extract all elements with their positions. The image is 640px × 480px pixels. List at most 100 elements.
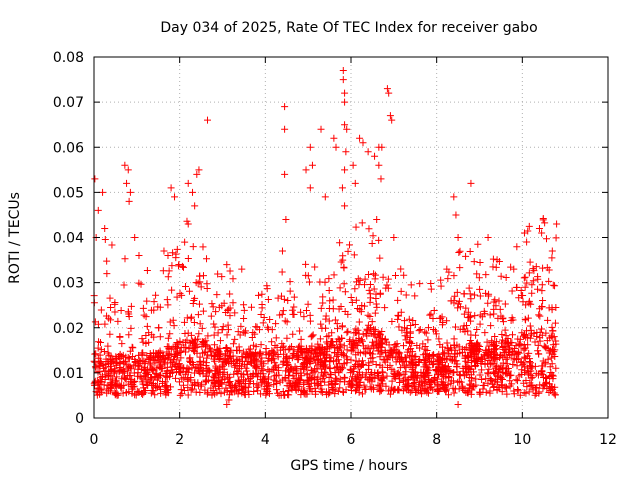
data-point xyxy=(330,357,338,365)
data-point xyxy=(499,353,507,361)
y-tick-label: 0.07 xyxy=(53,95,84,111)
data-point xyxy=(177,363,185,371)
data-point xyxy=(475,388,483,396)
data-point xyxy=(462,252,470,260)
data-point xyxy=(210,355,218,363)
data-point xyxy=(348,298,356,306)
data-point xyxy=(416,377,424,385)
data-point xyxy=(527,300,535,308)
data-point xyxy=(128,343,136,351)
data-point xyxy=(435,335,443,343)
data-point xyxy=(422,329,430,337)
data-point xyxy=(493,345,501,353)
data-point xyxy=(354,361,362,369)
data-point xyxy=(355,357,363,365)
data-point xyxy=(368,318,376,326)
data-point xyxy=(255,291,263,299)
data-point xyxy=(282,215,290,223)
data-point xyxy=(227,346,235,354)
data-point xyxy=(114,317,122,325)
data-point xyxy=(303,377,311,385)
data-point xyxy=(214,329,222,337)
data-point xyxy=(311,390,319,398)
data-point xyxy=(283,352,291,360)
data-point xyxy=(523,238,531,246)
data-point xyxy=(492,263,500,271)
data-point xyxy=(318,389,326,397)
data-point xyxy=(471,291,479,299)
data-point xyxy=(383,356,391,364)
data-point xyxy=(323,391,331,399)
data-point xyxy=(425,358,433,366)
data-point xyxy=(370,385,378,393)
data-point xyxy=(409,348,417,356)
data-point xyxy=(360,381,368,389)
data-point xyxy=(221,350,229,358)
data-point xyxy=(482,375,490,383)
x-tick-label: 4 xyxy=(261,432,270,448)
data-point xyxy=(408,366,416,374)
data-point xyxy=(376,388,384,396)
data-point xyxy=(438,370,446,378)
data-point xyxy=(524,341,532,349)
data-point xyxy=(512,376,520,384)
data-point xyxy=(490,340,498,348)
data-point xyxy=(338,184,346,192)
data-point xyxy=(186,354,194,362)
data-point xyxy=(524,314,532,322)
data-point xyxy=(211,382,219,390)
grid-lines xyxy=(94,57,608,418)
data-point xyxy=(462,321,470,329)
data-point xyxy=(352,387,360,395)
data-point xyxy=(178,262,186,270)
data-point xyxy=(533,384,541,392)
data-point xyxy=(523,383,531,391)
data-point xyxy=(401,362,409,370)
data-point xyxy=(238,265,246,273)
data-point xyxy=(526,358,534,366)
data-point xyxy=(331,349,339,357)
data-point xyxy=(197,382,205,390)
data-point xyxy=(203,285,211,293)
data-point xyxy=(361,302,369,310)
data-point xyxy=(552,337,560,345)
data-point xyxy=(431,375,439,383)
data-point xyxy=(503,360,511,368)
data-point xyxy=(375,236,383,244)
data-point xyxy=(184,329,192,337)
data-point xyxy=(549,350,557,358)
data-point xyxy=(194,311,202,319)
data-point xyxy=(288,342,296,350)
data-point xyxy=(117,307,125,315)
data-point xyxy=(419,351,427,359)
data-point xyxy=(409,359,417,367)
data-point xyxy=(264,388,272,396)
data-point xyxy=(484,379,492,387)
data-point xyxy=(472,331,480,339)
data-point xyxy=(336,384,344,392)
data-point xyxy=(262,391,270,399)
data-point xyxy=(441,355,449,363)
data-point xyxy=(454,378,462,386)
data-point xyxy=(210,331,218,339)
y-tick-label: 0.02 xyxy=(53,321,84,337)
data-point xyxy=(229,340,237,348)
data-point xyxy=(307,385,315,393)
data-point xyxy=(93,377,101,385)
data-point xyxy=(123,179,131,187)
data-point xyxy=(338,322,346,330)
data-point xyxy=(397,265,405,273)
data-point xyxy=(111,389,119,397)
data-point xyxy=(143,266,151,274)
data-point xyxy=(529,277,537,285)
data-point xyxy=(466,384,474,392)
data-point xyxy=(243,367,251,375)
data-point xyxy=(548,247,556,255)
data-point xyxy=(421,345,429,353)
data-point xyxy=(485,342,493,350)
data-point xyxy=(281,375,289,383)
data-point xyxy=(190,346,198,354)
data-point xyxy=(189,188,197,196)
data-point xyxy=(455,371,463,379)
data-point xyxy=(140,311,148,319)
